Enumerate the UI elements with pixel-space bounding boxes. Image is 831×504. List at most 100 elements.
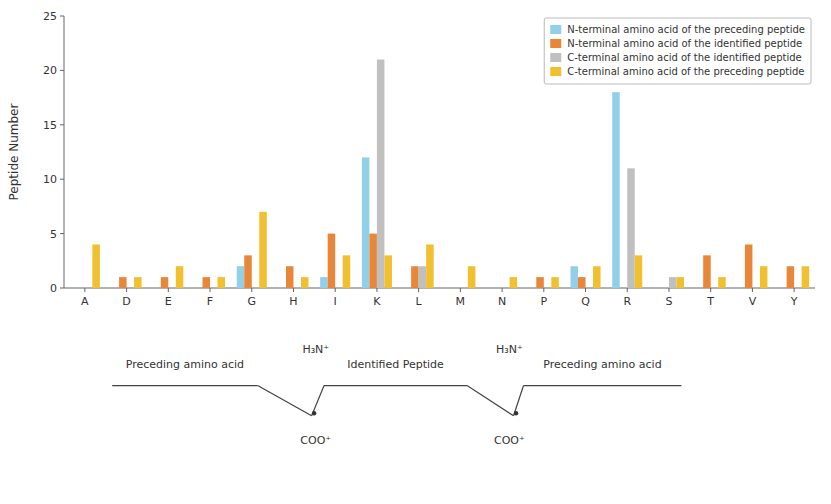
bar — [460, 288, 468, 289]
bar — [669, 277, 677, 288]
x-tick — [627, 288, 628, 292]
y-tick-label: 25 — [43, 10, 57, 23]
bar — [343, 255, 351, 288]
bar — [654, 288, 662, 289]
bar — [301, 277, 309, 288]
bar — [335, 288, 343, 289]
bar — [676, 277, 684, 288]
x-tick-label: T — [706, 295, 714, 308]
x-tick-label: M — [456, 295, 466, 308]
y-tick — [60, 288, 64, 289]
x-tick-label: P — [540, 295, 547, 308]
cleavage-point — [514, 411, 518, 415]
bar — [787, 266, 795, 288]
x-tick — [502, 288, 503, 292]
legend-entry: N-terminal amino acid of the preceding p… — [567, 24, 805, 35]
cleavage-diagram: Preceding amino acidIdentified PeptidePr… — [112, 343, 681, 447]
cleavage-point — [312, 411, 316, 415]
bar — [495, 288, 503, 289]
legend-swatch — [550, 25, 561, 34]
y-tick — [60, 16, 64, 17]
bar — [77, 288, 85, 289]
x-tick-label: H — [289, 295, 297, 308]
x-tick — [543, 288, 544, 292]
bar — [218, 277, 226, 288]
bar — [487, 288, 495, 289]
x-tick — [752, 288, 753, 292]
y-tick — [60, 179, 64, 180]
bar — [252, 288, 260, 289]
x-tick-label: F — [207, 295, 213, 308]
bar — [612, 92, 620, 288]
bar — [259, 212, 267, 288]
bars — [92, 60, 809, 288]
annotation: Identified Peptide — [347, 358, 444, 371]
x-tick-label: E — [165, 295, 172, 308]
x-tick — [668, 288, 669, 292]
bar — [779, 288, 787, 289]
bar — [737, 288, 745, 289]
bar — [586, 288, 594, 289]
bar — [593, 266, 601, 288]
bar — [244, 255, 252, 288]
bar — [377, 60, 385, 288]
bar — [119, 277, 127, 288]
annotation: H₃N⁺ — [496, 343, 523, 356]
y-tick-label: 10 — [43, 173, 57, 186]
y-tick — [60, 70, 64, 71]
bar — [278, 288, 286, 289]
y-tick-label: 0 — [50, 282, 57, 295]
legend-entry: C-terminal amino acid of the preceding p… — [567, 66, 804, 77]
bar — [320, 277, 328, 288]
y-tick-label: 15 — [43, 119, 57, 132]
bar — [468, 266, 476, 288]
bar — [161, 277, 169, 288]
bar — [502, 288, 510, 289]
bar — [286, 266, 294, 288]
bar — [153, 288, 161, 289]
bar — [362, 157, 370, 288]
y-tick-label: 5 — [50, 228, 57, 241]
legend-swatch — [550, 67, 561, 76]
diagram-line — [324, 385, 467, 386]
bar — [661, 288, 669, 289]
bar — [112, 288, 120, 289]
bar — [195, 288, 203, 289]
bar — [544, 288, 552, 289]
x-tick — [210, 288, 211, 292]
x-tick-label: Y — [790, 295, 798, 308]
bar — [578, 277, 586, 288]
x-tick — [251, 288, 252, 292]
bar — [718, 277, 726, 288]
annotation: COO⁺ — [300, 434, 331, 447]
diagram-line — [258, 386, 312, 416]
diagram-line — [524, 385, 682, 386]
legend-swatch — [550, 53, 561, 62]
bar — [571, 266, 579, 288]
bar — [536, 277, 544, 288]
x-tick-label: Q — [581, 295, 590, 308]
y-axis: 0510152025 — [43, 10, 64, 295]
legend-entry: C-terminal amino acid of the identified … — [567, 52, 802, 63]
bar — [794, 288, 802, 289]
x-tick — [335, 288, 336, 292]
bar — [551, 277, 559, 288]
bar — [453, 288, 461, 289]
diagram-line — [112, 385, 257, 386]
y-axis-label: Peptide Number — [7, 104, 21, 201]
x-axis: ADEFGHIKLMNPQRSTVY — [64, 288, 815, 308]
bar — [760, 266, 768, 288]
x-tick-label: I — [334, 295, 337, 308]
bar — [404, 288, 412, 289]
x-tick-label: R — [623, 295, 631, 308]
legend: N-terminal amino acid of the preceding p… — [544, 18, 811, 84]
x-tick-label: L — [416, 295, 423, 308]
legend-entry: N-terminal amino acid of the identified … — [567, 38, 802, 49]
bar — [70, 288, 78, 289]
x-tick — [376, 288, 377, 292]
chart: 0510152025Peptide NumberADEFGHIKLMNPQRST… — [0, 0, 831, 504]
bar — [419, 266, 427, 288]
diagram-line — [467, 386, 514, 416]
bar — [529, 288, 537, 289]
x-tick — [168, 288, 169, 292]
